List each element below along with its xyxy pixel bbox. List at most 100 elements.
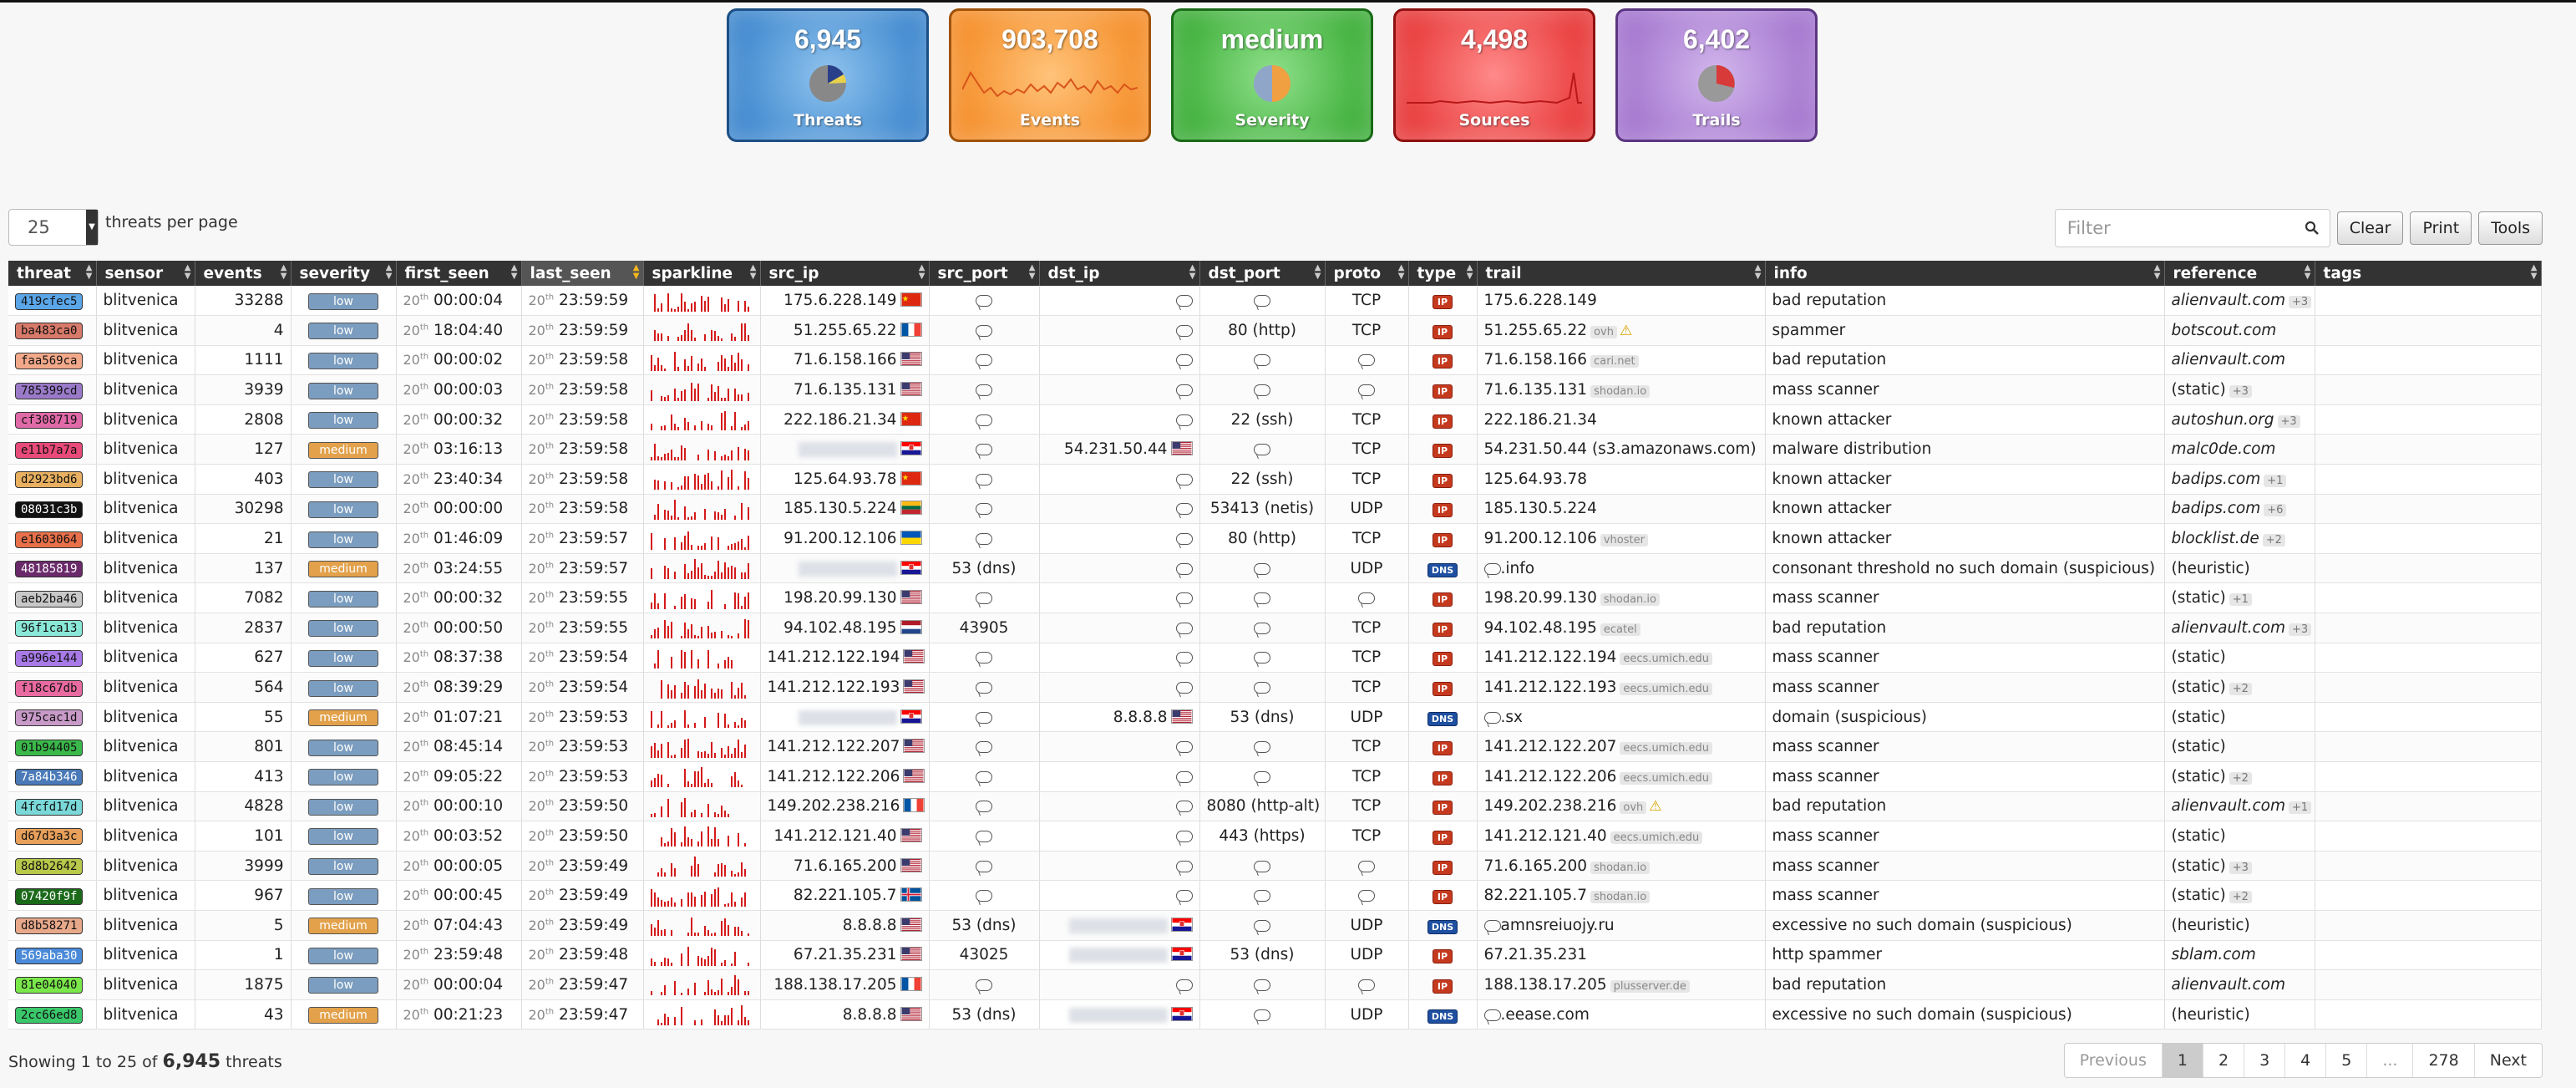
cell-src-ip[interactable]: 141.212.121.40 (760, 821, 930, 852)
cell-proto[interactable]: UDP (1325, 702, 1409, 733)
cell-src-port[interactable]: 43025 (929, 940, 1040, 971)
cell-info[interactable]: excessive no such domain (suspicious) (1765, 910, 2165, 941)
cell-src-port[interactable] (929, 345, 1040, 376)
table-row[interactable]: 96f1ca13 blitvenica 2837 low 20th 00:00:50 20… (8, 613, 2542, 643)
comment-bubble-icon[interactable] (976, 830, 992, 842)
comment-bubble-icon[interactable] (1358, 860, 1375, 872)
cell-src-ip[interactable]: 94.102.48.195 (760, 613, 930, 643)
cell-proto[interactable] (1325, 374, 1409, 405)
cell-tags[interactable] (2315, 613, 2542, 643)
cell-dst-port[interactable]: 80 (http) (1199, 523, 1326, 554)
cell-reference[interactable]: badips.com +6 (2164, 494, 2315, 525)
comment-bubble-icon[interactable] (1175, 979, 1193, 991)
type-badge[interactable]: IP (1432, 682, 1453, 697)
threat-id-badge[interactable]: 419cfec5 (15, 292, 84, 310)
cell-proto[interactable] (1325, 582, 1409, 614)
comment-bubble-icon[interactable] (976, 770, 992, 783)
cell-dst-port[interactable]: 22 (ssh) (1199, 404, 1326, 435)
threat-id-badge[interactable]: e1603064 (15, 531, 84, 548)
cell-src-port[interactable] (929, 494, 1040, 525)
table-row[interactable]: 8d8b2642 blitvenica 3999 low 20th 00:00:05 20… (8, 851, 2542, 882)
cell-dst-port[interactable] (1199, 286, 1326, 317)
severity-badge[interactable]: low (308, 798, 378, 816)
comment-bubble-icon[interactable] (976, 295, 992, 308)
severity-badge[interactable]: medium (308, 709, 378, 727)
cell-dst-port[interactable] (1199, 969, 1326, 1000)
cell-dst-ip[interactable] (1039, 374, 1200, 405)
cell-proto[interactable]: TCP (1325, 613, 1409, 643)
cell-info[interactable]: mass scanner (1765, 821, 2165, 852)
cell-dst-port[interactable]: 53413 (netis) (1199, 494, 1326, 525)
column-header-sensor[interactable]: sensor ▲ ▼ (96, 261, 195, 286)
cell-src-ip[interactable]: 188.138.17.205 (760, 969, 930, 1000)
cell-sensor[interactable]: blitvenica (96, 286, 195, 317)
cell-tags[interactable] (2315, 494, 2542, 525)
comment-bubble-icon[interactable] (1175, 324, 1193, 337)
threat-id-badge[interactable]: 569aba30 (15, 947, 84, 964)
cell-tags[interactable] (2315, 821, 2542, 852)
tools-button[interactable]: Tools (2478, 211, 2543, 245)
cell-info[interactable]: malware distribution (1765, 434, 2165, 465)
type-badge[interactable]: IP (1432, 592, 1453, 608)
comment-bubble-icon[interactable] (1254, 444, 1270, 456)
cell-src-ip[interactable]: 51.255.65.22 (760, 315, 930, 346)
cell-src-ip[interactable]: 67.21.35.231 (760, 940, 930, 971)
threat-id-badge[interactable]: a996e144 (15, 649, 84, 667)
cell-src-port[interactable] (929, 434, 1040, 465)
cell-sensor[interactable]: blitvenica (96, 969, 195, 1000)
cell-dst-port[interactable] (1199, 851, 1326, 882)
cell-events[interactable]: 4 (195, 315, 292, 346)
cell-dst-ip[interactable] (1039, 851, 1200, 882)
column-header-first_seen[interactable]: first_seen ▲ ▼ (396, 261, 522, 286)
cell-trail[interactable]: 71.6.158.166 cari.net (1477, 345, 1766, 376)
cell-tags[interactable] (2315, 791, 2542, 822)
type-badge[interactable]: DNS (1427, 919, 1458, 934)
cell-tags[interactable] (2315, 582, 2542, 614)
threat-id-badge[interactable]: aeb2ba46 (15, 590, 84, 608)
cell-info[interactable]: mass scanner (1765, 880, 2165, 911)
comment-bubble-icon[interactable] (1358, 354, 1375, 367)
cell-events[interactable]: 127 (195, 434, 292, 465)
cell-reference[interactable]: (heuristic) (2164, 910, 2315, 941)
cell-events[interactable]: 1875 (195, 969, 292, 1000)
cell-info[interactable]: mass scanner (1765, 851, 2165, 882)
comment-bubble-icon[interactable] (1358, 592, 1375, 605)
cell-reference[interactable]: (static) +3 (2164, 851, 2315, 882)
cell-info[interactable]: mass scanner (1765, 643, 2165, 674)
cell-sensor[interactable]: blitvenica (96, 613, 195, 643)
cell-info[interactable]: excessive no such domain (suspicious) (1765, 999, 2165, 1030)
cell-events[interactable]: 801 (195, 731, 292, 762)
type-badge[interactable]: IP (1432, 384, 1453, 399)
threat-id-badge[interactable]: 81e04040 (15, 977, 84, 994)
cell-dst-port[interactable] (1199, 613, 1326, 643)
cell-trail[interactable]: .eease.com (1477, 999, 1766, 1030)
comment-bubble-icon[interactable] (1254, 682, 1270, 694)
cell-trail[interactable]: 141.212.122.206 eecs.umich.edu (1477, 761, 1766, 792)
type-badge[interactable]: IP (1432, 979, 1453, 994)
type-badge[interactable]: IP (1432, 533, 1453, 548)
severity-badge[interactable]: medium (308, 1007, 378, 1024)
cell-src-port[interactable] (929, 969, 1040, 1000)
cell-events[interactable]: 3999 (195, 851, 292, 882)
cell-dst-ip[interactable] (1039, 404, 1200, 435)
comment-bubble-icon[interactable] (1175, 801, 1193, 813)
cell-dst-ip[interactable]: 8.8.8.8 (1039, 702, 1200, 733)
cell-sensor[interactable]: blitvenica (96, 404, 195, 435)
cell-dst-port[interactable]: 53 (dns) (1199, 940, 1326, 971)
cell-src-ip[interactable]: 141.212.122.207 (760, 731, 930, 762)
column-header-dst_port[interactable]: dst_port ▲ ▼ (1199, 261, 1326, 286)
cell-proto[interactable]: TCP (1325, 286, 1409, 317)
cell-dst-ip[interactable] (1039, 761, 1200, 792)
column-header-trail[interactable]: trail ▲ ▼ (1477, 261, 1766, 286)
cell-events[interactable]: 101 (195, 821, 292, 852)
cell-reference[interactable]: (heuristic) (2164, 553, 2315, 584)
comment-bubble-icon[interactable] (976, 473, 992, 486)
cell-dst-port[interactable] (1199, 553, 1326, 584)
comment-bubble-icon[interactable] (976, 354, 992, 367)
cell-reference[interactable]: (static) +2 (2164, 761, 2315, 792)
comment-bubble-icon[interactable] (976, 741, 992, 754)
comment-bubble-icon[interactable] (1175, 354, 1193, 367)
column-header-src_ip[interactable]: src_ip ▲ ▼ (760, 261, 930, 286)
cell-src-port[interactable] (929, 761, 1040, 792)
cell-src-ip[interactable]: 222.186.21.34 (760, 404, 930, 435)
